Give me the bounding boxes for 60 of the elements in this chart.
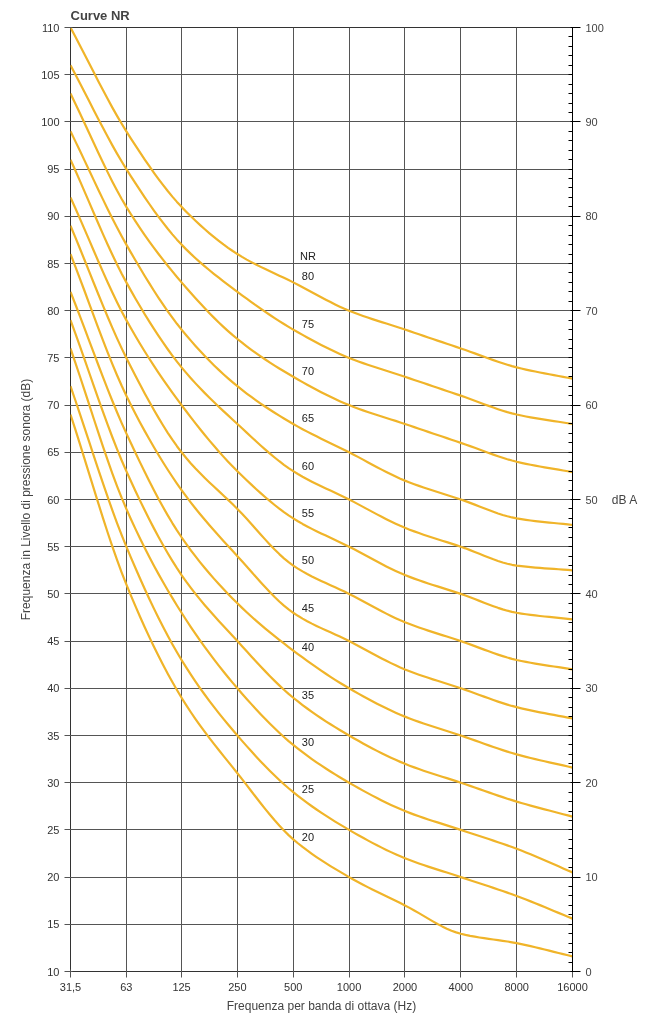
series-label: 80 xyxy=(301,270,315,283)
series-label: 55 xyxy=(301,506,315,519)
x-tick-label: 4000 xyxy=(448,980,474,993)
y-tick-label: 40 xyxy=(47,682,60,695)
y-tick-label: 20 xyxy=(47,871,60,884)
annotation: NR xyxy=(300,250,316,263)
y-tick-label: 95 xyxy=(47,163,60,176)
x-tick-label: 125 xyxy=(172,980,191,993)
series-label: 50 xyxy=(301,554,315,567)
x-tick-label: 1000 xyxy=(336,980,362,993)
series-label: 25 xyxy=(301,783,315,796)
y-tick-label: 105 xyxy=(41,68,60,81)
y2-tick-label: 90 xyxy=(585,115,598,128)
y-tick-label: 45 xyxy=(47,635,60,648)
y2-tick-label: 60 xyxy=(585,399,598,412)
y-tick-label: 75 xyxy=(47,351,60,364)
y2-tick-label: 70 xyxy=(585,304,598,317)
chart-title: Curve NR xyxy=(70,7,131,23)
x-tick-label: 31,5 xyxy=(59,980,82,993)
y-tick-label: 90 xyxy=(47,210,60,223)
y-axis-title: Frequenza in Livello di pressione sonora (dB) xyxy=(19,378,34,621)
series-label: 75 xyxy=(301,317,315,330)
x-tick-label: 2000 xyxy=(392,980,418,993)
series-label: 20 xyxy=(301,831,315,844)
y-tick-label: 30 xyxy=(47,776,60,789)
series-label: 40 xyxy=(301,641,315,654)
y-tick-label: 60 xyxy=(47,493,60,506)
x-tick-label: 63 xyxy=(120,980,133,993)
y-tick-label: 55 xyxy=(47,540,60,553)
y2-tick-label: 50 xyxy=(585,493,598,506)
y2-tick-label: 40 xyxy=(585,587,598,600)
y2-tick-label: 80 xyxy=(585,210,598,223)
y-tick-label: 110 xyxy=(41,21,60,34)
y2-tick-label: 100 xyxy=(585,21,604,34)
series-label: 30 xyxy=(301,736,315,749)
y2-tick-label: 20 xyxy=(585,776,598,789)
series-label: 45 xyxy=(301,601,315,614)
x-axis-title: Frequenza per banda di ottava (Hz) xyxy=(226,998,417,1013)
y-tick-label: 85 xyxy=(47,257,60,270)
y-tick-label: 70 xyxy=(47,399,60,412)
y2-tick-label: 0 xyxy=(585,965,592,978)
series-label: 70 xyxy=(301,365,315,378)
y-tick-label: 25 xyxy=(47,823,60,836)
y-tick-label: 100 xyxy=(41,115,60,128)
x-tick-label: 8000 xyxy=(504,980,529,993)
x-tick-label: 250 xyxy=(228,980,247,993)
y-tick-label: 10 xyxy=(47,965,60,978)
y2-tick-label: 30 xyxy=(585,682,598,695)
y2-tick-label: 10 xyxy=(585,871,598,884)
y-tick-label: 35 xyxy=(47,729,60,742)
x-tick-label: 16000 xyxy=(557,980,588,993)
y-tick-label: 15 xyxy=(47,918,60,931)
y-tick-label: 50 xyxy=(47,587,60,600)
y-tick-label: 65 xyxy=(47,446,60,459)
y2-axis-title: dB A xyxy=(611,492,638,507)
x-tick-label: 500 xyxy=(284,980,303,993)
series-label: 65 xyxy=(301,412,315,424)
series-label: 60 xyxy=(301,459,315,472)
y-tick-label: 80 xyxy=(47,304,60,317)
series-label: 35 xyxy=(301,689,315,702)
